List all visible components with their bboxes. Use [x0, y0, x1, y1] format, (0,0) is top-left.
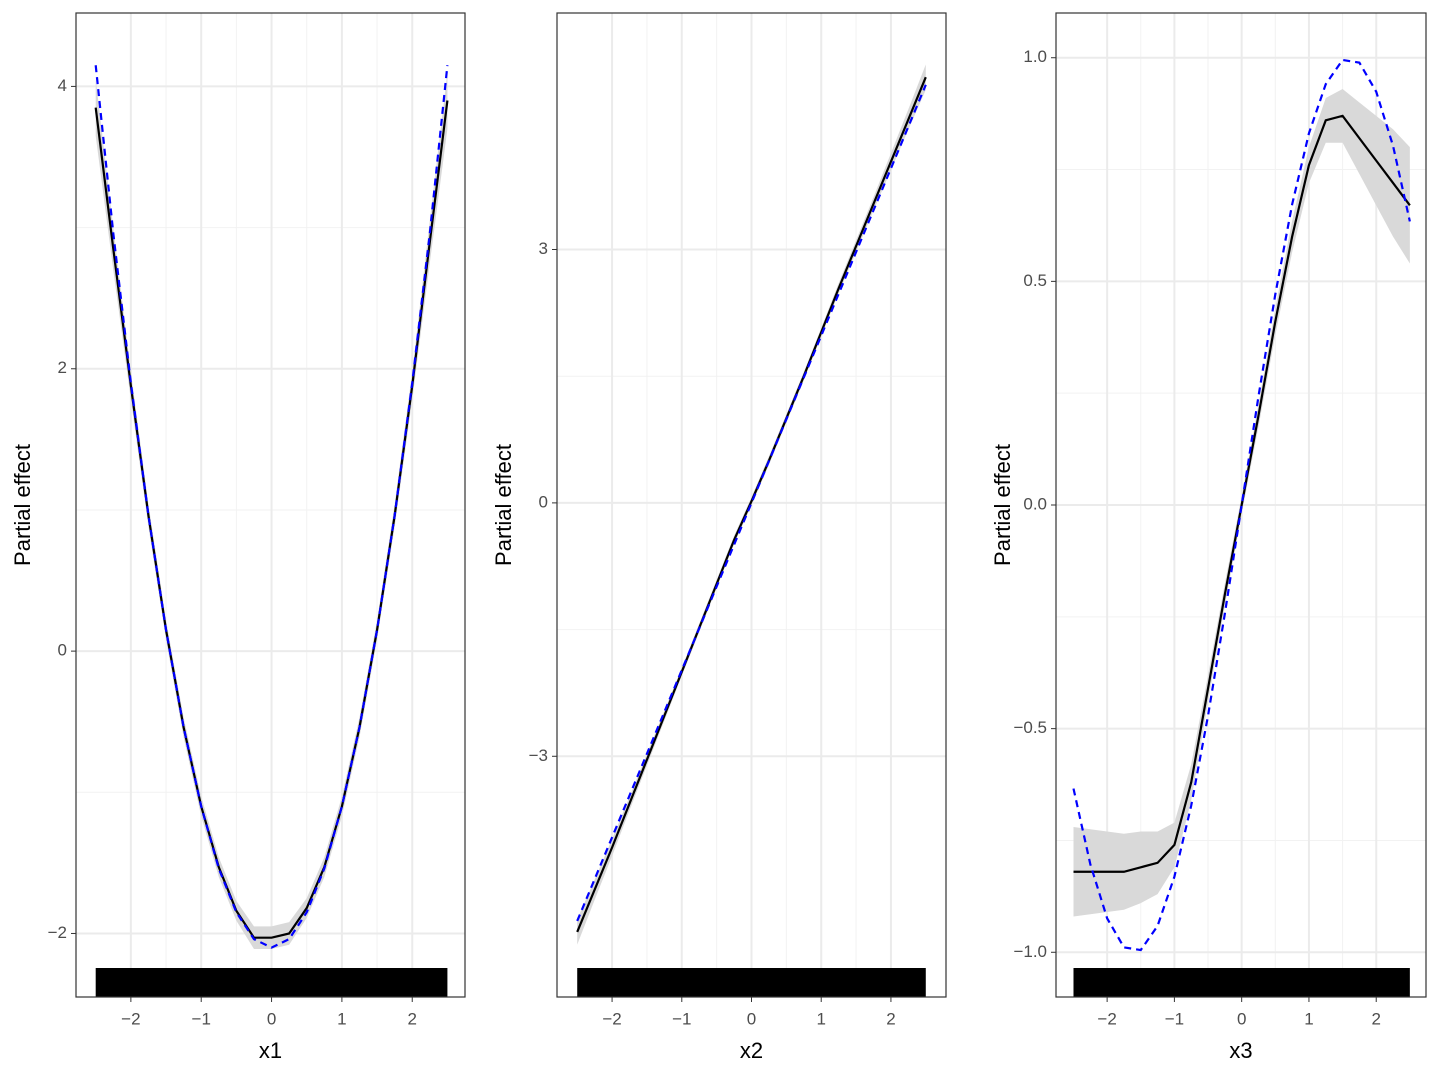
y-tick-label: 3	[539, 239, 548, 258]
panel-border	[1055, 12, 1427, 998]
y-tick-label: 0	[58, 641, 67, 660]
x-axis-title: x1	[259, 1038, 282, 1063]
x-tick-label: 0	[747, 1009, 756, 1028]
x-tick-label: −2	[1097, 1009, 1116, 1028]
y-tick-label: −2	[48, 923, 67, 942]
x-tick-label: −2	[602, 1009, 621, 1028]
rug	[1073, 968, 1410, 997]
y-tick-label: 0.0	[1023, 494, 1047, 513]
rug	[95, 968, 448, 997]
rug	[577, 968, 926, 997]
x-tick-label: 1	[1304, 1009, 1313, 1028]
x-tick-label: 0	[267, 1009, 276, 1028]
y-tick-label: 2	[58, 358, 67, 377]
x-tick-label: 2	[408, 1009, 417, 1028]
y-axis-title: Partial effect	[491, 444, 516, 566]
y-axis-title: Partial effect	[10, 444, 35, 566]
y-tick-label: 0	[539, 492, 548, 511]
fitted-curve	[576, 76, 927, 933]
true-curve	[94, 65, 449, 949]
x-tick-label: 1	[816, 1009, 825, 1028]
true-curve	[1072, 58, 1411, 952]
x-tick-label: −2	[121, 1009, 140, 1028]
y-tick-label: 4	[58, 76, 67, 95]
y-tick-label: 0.5	[1023, 271, 1047, 290]
y-tick-label: −0.5	[1013, 718, 1047, 737]
true-curve	[576, 84, 927, 922]
x-tick-label: −1	[672, 1009, 691, 1028]
panel-border	[75, 12, 466, 998]
x-tick-label: 2	[1371, 1009, 1380, 1028]
x-axis-title: x2	[740, 1038, 763, 1063]
x-tick-label: 2	[886, 1009, 895, 1028]
panel-border	[556, 12, 947, 998]
x-tick-label: 1	[337, 1009, 346, 1028]
y-axis-title: Partial effect	[990, 444, 1015, 566]
x-tick-label: −1	[1165, 1009, 1184, 1028]
y-tick-label: −3	[529, 746, 548, 765]
y-tick-label: 1.0	[1023, 47, 1047, 66]
y-tick-label: −1.0	[1013, 942, 1047, 961]
x-tick-label: 0	[1237, 1009, 1246, 1028]
confidence-band	[577, 64, 926, 945]
x-axis-title: x3	[1229, 1038, 1252, 1063]
x-tick-label: −1	[192, 1009, 211, 1028]
fitted-curve	[1073, 114, 1411, 873]
panel	[76, 13, 465, 997]
